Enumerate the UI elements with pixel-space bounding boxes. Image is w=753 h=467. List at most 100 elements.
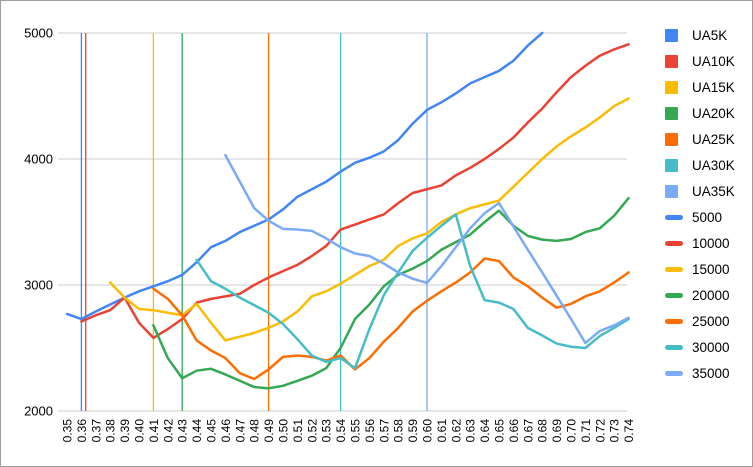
legend-line-swatch [665, 240, 683, 246]
legend-marker-box [665, 292, 685, 298]
legend-label: UA30K [692, 157, 735, 173]
x-axis-tick-label: 0.39 [118, 419, 132, 443]
x-axis-tick-label: 0.67 [521, 419, 535, 443]
legend-marker-box [665, 266, 685, 272]
legend-label: 15000 [692, 261, 730, 277]
x-axis-tick-label: 0.57 [377, 419, 391, 443]
x-axis-tick-label: 0.71 [579, 419, 593, 443]
x-axis-tick-label: 0.62 [449, 419, 463, 443]
legend-item-UA5K: UA5K [665, 22, 735, 48]
x-axis-tick-label: 0.65 [493, 419, 507, 443]
x-axis-tick-label: 0.54 [334, 419, 348, 443]
legend-label: 35000 [692, 365, 730, 381]
x-axis-tick-label: 0.37 [89, 419, 103, 443]
x-axis-tick-label: 0.49 [262, 419, 276, 443]
x-axis-tick-label: 0.69 [550, 419, 564, 443]
legend-marker-box [665, 158, 685, 172]
x-axis-tick-label: 0.47 [233, 419, 247, 443]
legend-label: 20000 [692, 287, 730, 303]
legend-square-swatch [665, 80, 678, 94]
x-axis-tick-label: 0.70 [565, 419, 579, 443]
legend-line-swatch [665, 266, 683, 272]
legend-marker-box [665, 318, 685, 324]
x-axis-tick-label: 0.60 [421, 419, 435, 443]
x-axis-tick-label: 0.40 [133, 419, 147, 443]
x-axis-tick-label: 0.45 [205, 419, 219, 443]
legend-square-swatch [665, 106, 678, 120]
x-axis-tick-label: 0.44 [190, 419, 204, 443]
x-axis-tick-label: 0.55 [349, 419, 363, 443]
legend-marker-box [665, 370, 685, 376]
x-axis-tick-label: 0.46 [219, 419, 233, 443]
legend-label: 10000 [692, 235, 730, 251]
x-axis-tick-label: 0.73 [608, 419, 622, 443]
x-axis-tick-label: 0.66 [507, 419, 521, 443]
legend-item-5000: 5000 [665, 204, 735, 230]
legend-item-UA30K: UA30K [665, 152, 735, 178]
x-axis-tick-label: 0.58 [392, 419, 406, 443]
legend-label: 5000 [692, 209, 723, 225]
legend-item-35000: 35000 [665, 360, 735, 386]
y-axis-tick-label: 2000 [24, 404, 53, 419]
legend-square-swatch [665, 54, 678, 68]
legend-square-swatch [665, 158, 678, 172]
legend-marker-box [665, 214, 685, 220]
legend-item-UA35K: UA35K [665, 178, 735, 204]
legend-item-15000: 15000 [665, 256, 735, 282]
series-line-UA5K [65, 31, 544, 321]
legend-marker-box [665, 54, 685, 68]
x-axis-tick-label: 0.52 [305, 419, 319, 443]
legend-label: UA35K [692, 183, 735, 199]
legend-square-swatch [665, 184, 678, 198]
legend-label: UA20K [692, 105, 735, 121]
legend-marker-box [665, 184, 685, 198]
legend-label: 25000 [692, 313, 730, 329]
legend-item-UA15K: UA15K [665, 74, 735, 100]
legend-square-swatch [665, 28, 678, 42]
x-axis-tick-label: 0.50 [277, 419, 291, 443]
x-axis-tick-label: 0.36 [75, 419, 89, 443]
series-line-UA15K [108, 97, 630, 342]
x-axis-tick-label: 0.72 [593, 419, 607, 443]
legend-line-swatch [665, 292, 683, 298]
legend-marker-box [665, 80, 685, 94]
x-axis-tick-label: 0.48 [248, 419, 262, 443]
x-axis-tick-label: 0.51 [291, 419, 305, 443]
legend-square-swatch [665, 132, 678, 146]
series-line-UA30K [195, 213, 630, 370]
legend-label: UA5K [692, 27, 728, 43]
legend-label: UA15K [692, 79, 735, 95]
legend-item-10000: 10000 [665, 230, 735, 256]
legend-item-20000: 20000 [665, 282, 735, 308]
legend-line-swatch [665, 214, 683, 220]
legend-line-swatch [665, 370, 683, 376]
legend-line-swatch [665, 318, 683, 324]
legend-item-UA10K: UA10K [665, 48, 735, 74]
legend-marker-box [665, 106, 685, 120]
chart-legend: UA5K UA10K UA15K UA20K UA25K UA30K UA35K 5000 10… [665, 22, 735, 386]
x-axis-tick-label: 0.43 [176, 419, 190, 443]
x-axis-tick-label: 0.56 [363, 419, 377, 443]
x-axis-tick-label: 0.74 [622, 419, 636, 443]
legend-item-25000: 25000 [665, 308, 735, 334]
legend-item-UA25K: UA25K [665, 126, 735, 152]
x-axis-tick-label: 0.38 [104, 419, 118, 443]
x-axis-tick-label: 0.64 [478, 419, 492, 443]
x-axis-tick-label: 0.53 [320, 419, 334, 443]
legend-marker-box [665, 28, 685, 42]
legend-marker-box [665, 344, 685, 350]
x-axis-tick-label: 0.35 [61, 419, 75, 443]
legend-item-UA20K: UA20K [665, 100, 735, 126]
y-axis-tick-label: 3000 [24, 278, 53, 293]
legend-marker-box [665, 240, 685, 246]
x-axis-tick-label: 0.59 [406, 419, 420, 443]
legend-label: UA10K [692, 53, 735, 69]
legend-item-30000: 30000 [665, 334, 735, 360]
x-axis-tick-label: 0.63 [464, 419, 478, 443]
series-line-UA20K [152, 196, 630, 390]
y-axis-tick-label: 5000 [24, 26, 53, 41]
x-axis-tick-label: 0.41 [147, 419, 161, 443]
x-axis-tick-label: 0.61 [435, 419, 449, 443]
legend-label: UA25K [692, 131, 735, 147]
